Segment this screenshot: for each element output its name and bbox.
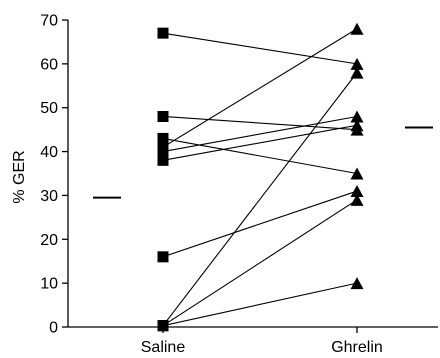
x-tick-label: Saline — [141, 339, 186, 356]
y-tick-label: 60 — [40, 56, 58, 73]
pair-line — [162, 115, 358, 153]
ghrelin-marker — [350, 277, 364, 290]
y-tick-label: 20 — [40, 232, 58, 249]
ghrelin-marker — [350, 110, 364, 123]
y-tick-label: 10 — [40, 276, 58, 293]
data-markers — [157, 22, 364, 332]
x-tick-label: Ghrelin — [331, 339, 383, 356]
pair-line — [162, 124, 358, 161]
ghrelin-marker — [350, 167, 364, 180]
saline-marker — [157, 320, 169, 332]
labels: % GER 0 10 20 30 40 50 60 70 Saline Ghrelin — [11, 13, 383, 357]
pair-line — [162, 28, 358, 148]
ghrelin-marker — [350, 57, 364, 70]
y-tick-label: 50 — [40, 100, 58, 117]
axes — [62, 19, 438, 333]
saline-marker — [157, 154, 169, 166]
y-tick-label: 0 — [49, 320, 58, 337]
pair-line — [162, 115, 358, 131]
y-axis-label: % GER — [11, 150, 28, 203]
y-tick-label: 30 — [40, 188, 58, 205]
saline-marker — [157, 146, 169, 158]
ghrelin-marker — [350, 119, 364, 132]
saline-marker — [157, 27, 169, 39]
saline-marker — [157, 110, 169, 122]
pair-line — [162, 137, 358, 175]
pair-line — [162, 199, 358, 327]
ghrelin-marker — [350, 193, 364, 206]
pair-lines — [162, 28, 358, 327]
group-means — [93, 126, 433, 199]
ghrelin-marker — [350, 66, 364, 79]
y-tick-label: 40 — [40, 144, 58, 161]
ghrelin-marker — [350, 22, 364, 35]
saline-marker — [157, 132, 169, 144]
saline-marker — [157, 251, 169, 263]
ghrelin-marker — [350, 185, 364, 198]
pair-line — [162, 32, 358, 65]
pair-line — [162, 72, 358, 327]
pair-line — [162, 282, 358, 327]
y-tick-label: 70 — [40, 13, 58, 30]
pair-line — [162, 190, 358, 258]
